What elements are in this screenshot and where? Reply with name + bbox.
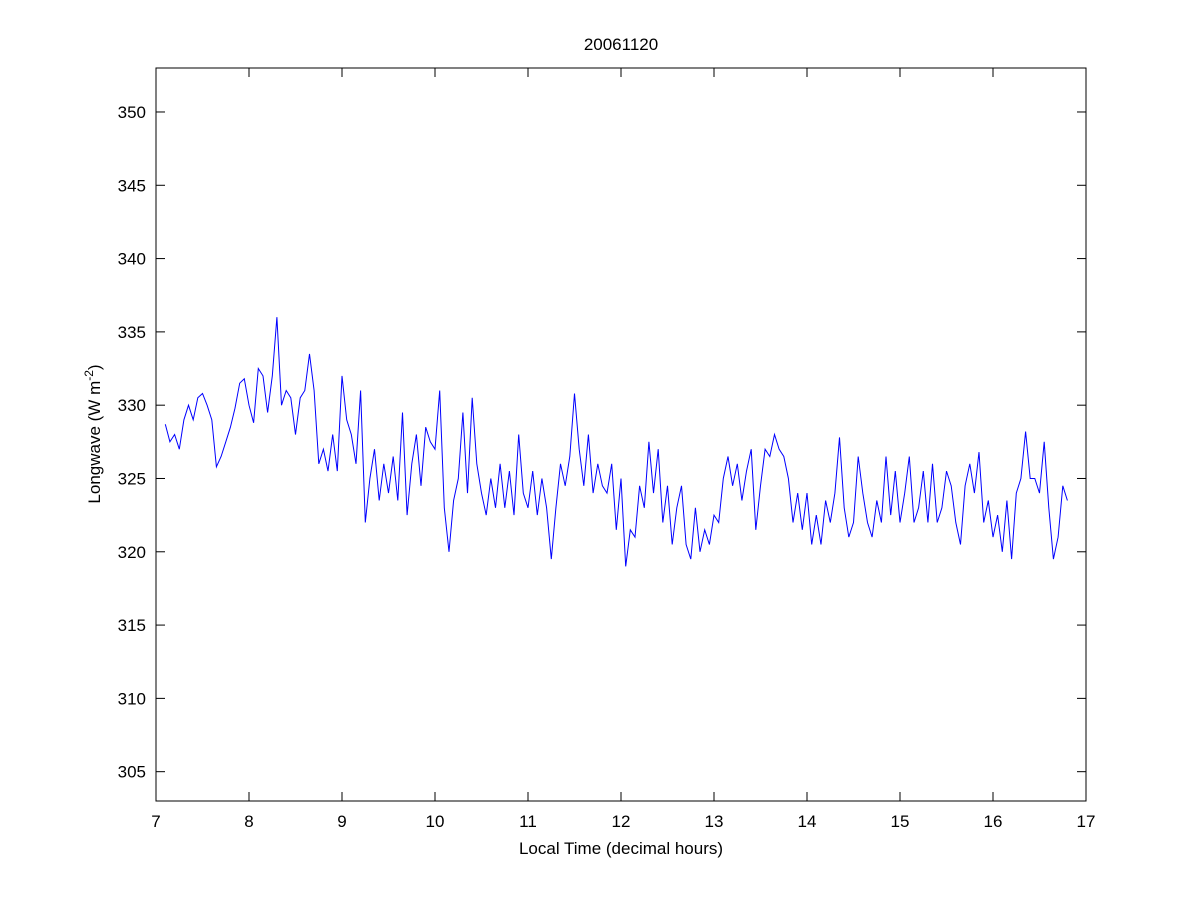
x-tick-label: 8 [244, 812, 253, 831]
x-tick-labels: 7 8 9 10 11 12 13 14 15 16 17 [151, 812, 1095, 831]
x-tick-label: 15 [891, 812, 910, 831]
y-tick-label: 345 [118, 176, 146, 195]
y-tick-label: 315 [118, 616, 146, 635]
y-tick-label: 330 [118, 396, 146, 415]
plot-background [156, 68, 1086, 801]
y-tick-label: 350 [118, 103, 146, 122]
x-tick-label: 14 [798, 812, 817, 831]
x-axis-label: Local Time (decimal hours) [519, 839, 723, 858]
x-tick-label: 10 [426, 812, 445, 831]
y-axis-label-main: Longwave (W m [85, 381, 104, 504]
chart-title: 20061120 [584, 35, 658, 54]
y-tick-label: 335 [118, 323, 146, 342]
y-tick-label: 310 [118, 689, 146, 708]
y-axis-label-end: ) [85, 364, 104, 370]
x-tick-label: 9 [337, 812, 346, 831]
y-tick-label: 305 [118, 763, 146, 782]
y-tick-label: 325 [118, 469, 146, 488]
x-tick-label: 13 [705, 812, 724, 831]
y-axis-label-sup: -2 [82, 370, 96, 381]
series-line-longwave [164, 317, 1068, 567]
x-tick-label: 11 [519, 812, 537, 831]
y-tick-label: 340 [118, 250, 146, 269]
y-axis-label: Longwave (W m-2) [82, 364, 104, 503]
plot-frame [155, 67, 1087, 802]
x-tick-label: 7 [151, 812, 160, 831]
y-tick-label: 320 [118, 543, 146, 562]
y-tick-labels: 305 310 315 320 325 330 335 340 345 350 [118, 103, 146, 782]
x-tick-label: 17 [1077, 812, 1096, 831]
x-tick-label: 16 [984, 812, 1003, 831]
x-tick-label: 12 [612, 812, 631, 831]
